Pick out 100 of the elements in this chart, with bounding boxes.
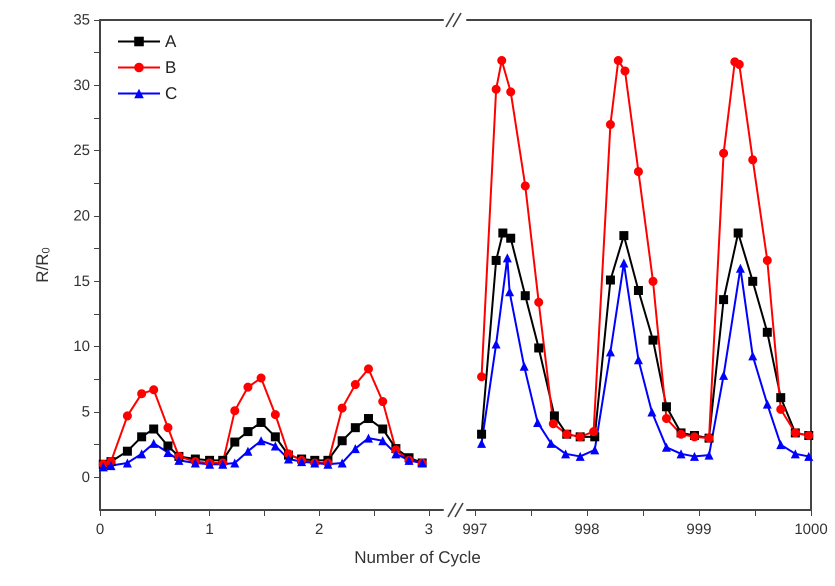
point [748,351,758,360]
point [506,234,516,243]
point [719,148,728,158]
point [492,340,501,349]
point [647,408,656,416]
point [230,458,240,468]
point [364,434,373,443]
point [614,56,623,66]
point [149,385,158,394]
point [520,362,529,371]
x-tick-label: 2 [314,521,324,538]
point [391,449,400,458]
point [137,449,146,458]
point [606,120,615,130]
x-tick-label: 997 [462,521,488,538]
point [174,456,184,465]
point [734,228,743,238]
point [163,423,172,432]
point [149,424,158,434]
point [648,276,658,286]
point [256,374,266,383]
point [719,370,728,380]
point [98,462,108,472]
point [748,155,758,164]
point [776,393,786,402]
point [378,436,388,446]
point [243,446,252,456]
y-tick-label: 25 [73,142,90,160]
point [520,291,530,300]
point [533,418,542,427]
point [270,432,280,442]
point [620,66,630,76]
point [350,444,360,454]
point [690,452,699,461]
x-tick-label: 999 [686,521,712,538]
point [506,87,516,96]
point [338,404,347,413]
point [589,427,598,436]
y-tick-label: 35 [73,12,90,28]
x-tick-label: 1 [205,521,214,538]
y-tick-label: 10 [73,338,90,356]
point [534,298,544,307]
point [748,276,758,286]
y-tick-label: 15 [73,272,90,290]
point [350,380,360,390]
point [122,458,132,468]
point [634,167,643,176]
point [230,406,240,416]
point [619,258,628,268]
legend-label: A [165,32,177,51]
point [776,404,786,414]
point [590,445,600,454]
x-tick-label: 0 [96,521,104,538]
x-tick-label: 3 [424,521,433,538]
point [350,423,360,432]
point [149,438,158,448]
point [734,60,744,69]
point [338,436,347,446]
point [606,347,615,356]
point [719,295,728,304]
point [498,228,508,238]
point [548,419,558,428]
point [284,454,293,464]
point [492,256,501,265]
legend-label: C [165,84,178,103]
y-tick-label: 0 [82,468,90,486]
point [648,336,658,345]
point [270,441,280,450]
point [364,414,373,424]
point [606,276,615,285]
point [676,449,686,458]
point [704,450,714,460]
point [546,438,556,448]
point [736,264,745,273]
point [634,286,643,295]
point [163,441,172,450]
point [497,56,506,66]
point [762,256,772,265]
point [762,400,772,409]
point [576,452,585,461]
point [122,446,132,456]
point [137,389,146,398]
point [106,461,116,470]
x-tick-label: 998 [574,521,600,538]
point [662,414,671,424]
y-tick-label: 30 [73,76,90,94]
point [561,449,570,458]
point [378,424,388,434]
point [256,436,266,446]
x-tick-label: 1000 [794,521,828,538]
y-tick-label: 20 [73,208,90,224]
y-axis-title: R/R0 [33,247,52,283]
point [243,427,252,436]
point [662,442,671,452]
x-axis-title: Number of Cycle [353,548,482,568]
point [243,382,252,392]
point [502,253,512,262]
point [505,287,514,296]
point [163,448,172,458]
point [230,438,240,447]
